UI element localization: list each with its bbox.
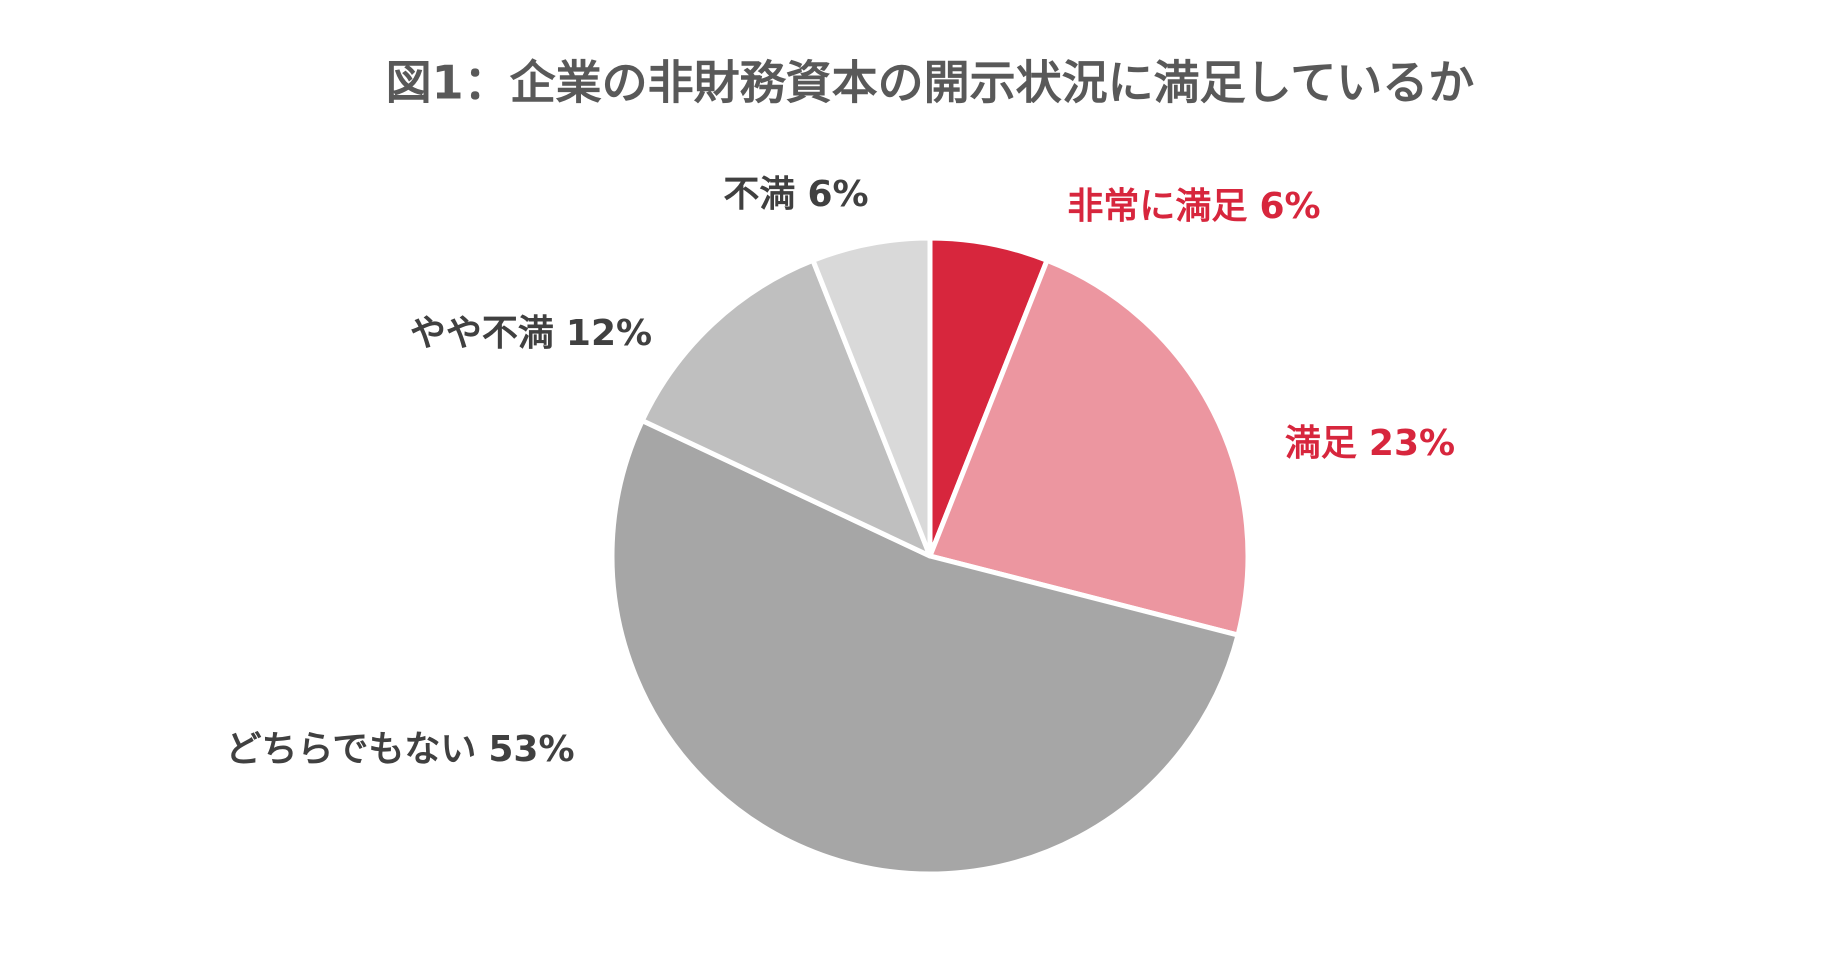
slice-name: 非常に満足 <box>1067 186 1247 227</box>
slice-label: やや不満 12% <box>410 313 652 354</box>
slice-name: やや不満 <box>410 313 554 354</box>
slice-value: 23% <box>1369 423 1455 464</box>
pie-slice <box>639 257 933 559</box>
slice-value: 53% <box>488 729 574 770</box>
slice-name: 満足 <box>1285 423 1357 464</box>
pie-slice <box>927 257 1251 638</box>
chart-title: 図1：企業の非財務資本の開示状況に満足しているか <box>386 56 1475 110</box>
slice-label: 満足 23% <box>1285 423 1455 464</box>
slice-value: 6% <box>807 174 868 215</box>
pie-slice <box>810 235 933 559</box>
slice-value: 6% <box>1259 186 1320 227</box>
slice-value: 12% <box>566 313 652 354</box>
slice-label: どちらでもない 53% <box>225 729 574 770</box>
slice-name: 不満 <box>723 174 795 215</box>
slice-name: どちらでもない <box>225 729 476 770</box>
slice-label: 非常に満足 6% <box>1067 186 1320 227</box>
slice-label: 不満 6% <box>723 174 868 215</box>
pie-slice <box>609 418 1241 877</box>
